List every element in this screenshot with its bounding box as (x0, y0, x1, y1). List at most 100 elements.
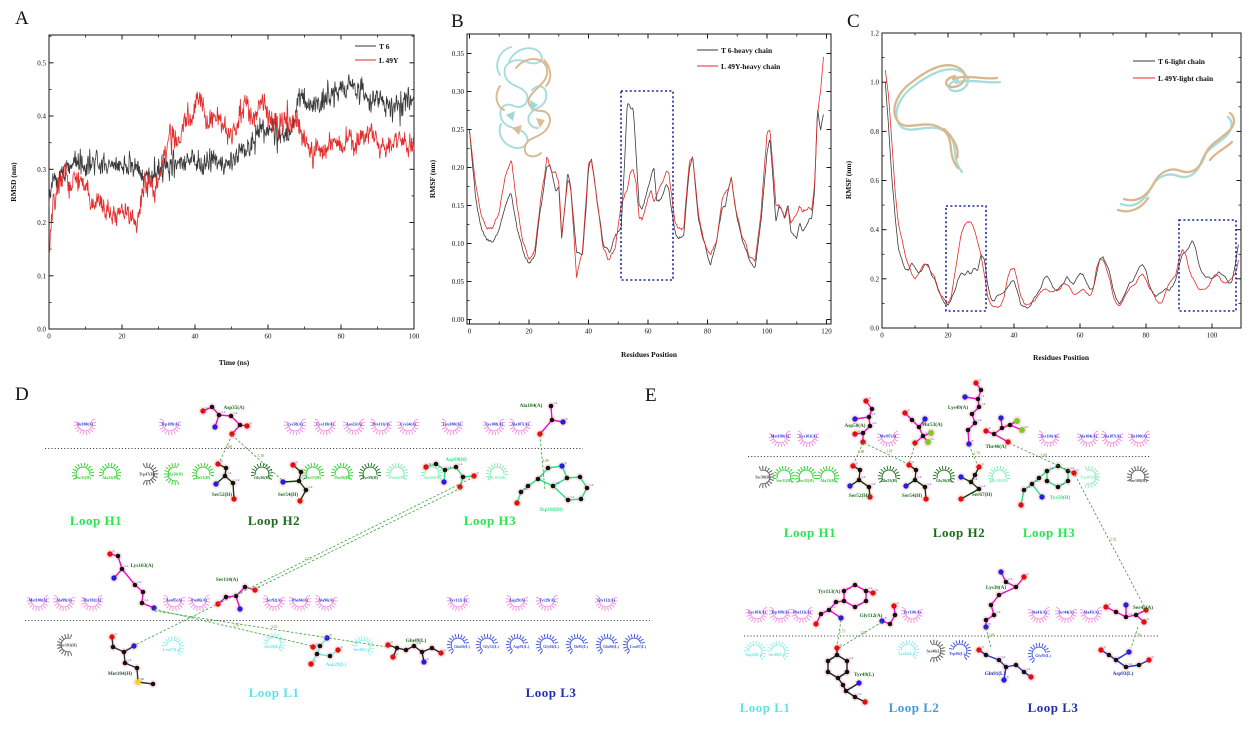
svg-text:0.2: 0.2 (37, 219, 46, 227)
svg-text:Residues Position: Residues Position (1033, 353, 1090, 362)
svg-text:Leu100(A): Leu100(A) (443, 422, 462, 427)
svg-text:Trp109(A): Trp109(A) (771, 610, 790, 615)
svg-text:100: 100 (762, 328, 773, 336)
svg-text:0.1: 0.1 (37, 272, 46, 280)
svg-text:0.30: 0.30 (452, 88, 465, 96)
svg-text:Lys45(L): Lys45(L) (898, 651, 914, 656)
svg-text:Ala104(A): Ala104(A) (1079, 434, 1097, 439)
svg-text:Ser32(H): Ser32(H) (798, 478, 814, 483)
svg-text:60: 60 (265, 333, 273, 341)
svg-text:CG: CG (1025, 426, 1029, 429)
svg-text:Ser116(A): Ser116(A) (1040, 434, 1058, 439)
svg-text:0: 0 (468, 328, 472, 336)
svg-text:Gly112(A): Gly112(A) (597, 598, 615, 603)
svg-text:Gly95(L): Gly95(L) (1035, 653, 1051, 658)
svg-text:Trp109(A): Trp109(A) (161, 422, 180, 427)
svg-text:0.8: 0.8 (870, 128, 879, 136)
svg-text:N: N (989, 623, 991, 626)
svg-text:CA: CA (239, 592, 243, 595)
svg-text:Ile51(H): Ile51(H) (196, 475, 211, 480)
svg-text:O: O (989, 427, 991, 430)
svg-text:Gly102(H): Gly102(H) (990, 478, 1009, 483)
svg-text:Ser100(H): Ser100(H) (1129, 478, 1147, 483)
svg-text:O: O (856, 462, 858, 465)
svg-text:Lys103(A): Lys103(A) (131, 562, 154, 569)
svg-text:1.2: 1.2 (870, 30, 879, 38)
svg-text:T 6-light chain: T 6-light chain (1158, 57, 1206, 66)
svg-text:Gly50(L): Gly50(L) (264, 644, 280, 649)
svg-text:B: B (451, 11, 464, 32)
svg-text:RMSF (nm): RMSF (nm) (844, 160, 853, 199)
svg-text:CA: CA (858, 603, 862, 606)
svg-text:CA: CA (978, 419, 982, 422)
svg-text:20: 20 (119, 333, 127, 341)
svg-text:2.88: 2.88 (226, 445, 232, 449)
svg-text:Ser31(H): Ser31(H) (776, 478, 792, 483)
svg-text:N: N (427, 658, 429, 661)
svg-text:Thr46(A): Thr46(A) (985, 443, 1006, 450)
svg-text:Ser45(A): Ser45(A) (1133, 604, 1153, 611)
svg-text:CA: CA (974, 478, 978, 481)
svg-text:3.18: 3.18 (886, 450, 892, 454)
svg-text:O: O (113, 550, 115, 553)
svg-text:A: A (15, 8, 29, 29)
svg-text:Tyr29(A): Tyr29(A) (539, 598, 555, 603)
svg-text:20: 20 (945, 332, 953, 340)
svg-text:SD: SD (141, 678, 145, 681)
svg-text:120: 120 (821, 328, 832, 336)
svg-text:40: 40 (1011, 332, 1019, 340)
svg-text:Ser52(H): Ser52(H) (212, 491, 232, 498)
svg-text:CA: CA (1035, 480, 1039, 483)
svg-text:Ser46(L): Ser46(L) (926, 649, 942, 654)
svg-text:Loop L3: Loop L3 (526, 685, 577, 700)
svg-text:CA: CA (128, 659, 132, 662)
svg-text:CA: CA (1050, 467, 1054, 470)
svg-text:Tyr113(A): Tyr113(A) (818, 588, 841, 595)
svg-text:Loop L3: Loop L3 (1028, 700, 1079, 715)
svg-text:Gly52(L): Gly52(L) (483, 644, 499, 649)
svg-text:CA: CA (1129, 663, 1133, 666)
svg-text:CA: CA (1071, 467, 1075, 470)
svg-text:Leu97(L): Leu97(L) (630, 644, 647, 649)
svg-text:O: O (391, 641, 393, 644)
svg-text:Lys49(A): Lys49(A) (948, 404, 968, 411)
svg-text:O: O (912, 461, 914, 464)
svg-text:N: N (1007, 676, 1009, 679)
svg-text:Ser67(H): Ser67(H) (972, 491, 992, 498)
svg-text:N: N (566, 418, 568, 421)
svg-text:Ala33(H): Ala33(H) (820, 478, 836, 483)
svg-text:CA: CA (125, 565, 129, 568)
svg-text:Thr102(A): Thr102(A) (83, 598, 102, 603)
svg-text:Met100(A): Met100(A) (771, 434, 790, 439)
svg-text:Gly56(H): Gly56(H) (936, 478, 953, 483)
svg-text:Ala104(A): Ala104(A) (520, 402, 543, 409)
svg-text:Ala96(A): Ala96(A) (318, 598, 334, 603)
svg-text:Loop H1: Loop H1 (784, 525, 836, 540)
svg-text:0.05: 0.05 (452, 278, 465, 286)
svg-text:Ser54(H): Ser54(H) (278, 491, 298, 498)
svg-text:2.79: 2.79 (974, 452, 980, 456)
svg-text:Pro86(A): Pro86(A) (191, 598, 207, 603)
svg-text:Phe60(H): Phe60(H) (389, 475, 406, 480)
svg-text:Tyr110(A): Tyr110(A) (903, 610, 921, 615)
svg-text:Trp96(L): Trp96(L) (949, 651, 965, 656)
svg-text:Ser114(A): Ser114(A) (216, 576, 238, 583)
svg-text:O: O (477, 472, 479, 475)
svg-text:O: O (314, 660, 316, 663)
svg-text:2.78: 2.78 (1135, 634, 1141, 638)
svg-text:CA: CA (847, 587, 851, 590)
svg-text:CA: CA (1129, 613, 1133, 616)
svg-text:CA: CA (873, 422, 877, 425)
svg-text:40: 40 (585, 328, 593, 336)
svg-text:CA: CA (1139, 611, 1143, 614)
svg-text:80: 80 (704, 328, 712, 336)
svg-text:N: N (885, 617, 887, 620)
svg-text:3.02: 3.02 (1110, 538, 1116, 542)
svg-text:O: O (1147, 618, 1149, 621)
svg-text:CA: CA (236, 479, 240, 482)
svg-text:RMSF (nm): RMSF (nm) (428, 159, 437, 198)
svg-text:Loop H3: Loop H3 (464, 513, 516, 528)
svg-text:Pro111(A): Pro111(A) (372, 422, 390, 427)
svg-text:Ile100(A): Ile100(A) (1131, 434, 1148, 439)
svg-text:CA: CA (1027, 668, 1031, 671)
